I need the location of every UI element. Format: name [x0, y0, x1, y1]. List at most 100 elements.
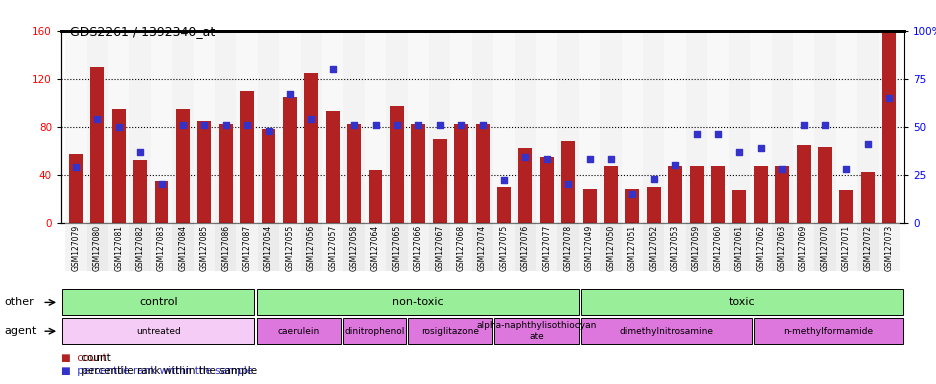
Point [453, 122, 468, 128]
Text: GSM127064: GSM127064 [371, 225, 380, 271]
Text: ■  count: ■ count [61, 353, 107, 363]
Text: GSM127086: GSM127086 [221, 225, 230, 271]
Bar [151, 223, 172, 271]
Text: GSM127067: GSM127067 [435, 225, 444, 271]
Text: GSM127055: GSM127055 [285, 225, 294, 271]
Bar [792, 223, 813, 271]
Text: GSM127069: GSM127069 [798, 225, 807, 271]
Bar [364, 223, 386, 271]
Text: GSM127056: GSM127056 [306, 225, 315, 271]
Text: ■  percentile rank within the sample: ■ percentile rank within the sample [61, 366, 253, 376]
Point [518, 154, 533, 161]
Text: rosiglitazone: rosiglitazone [420, 327, 478, 336]
Bar [261, 129, 275, 223]
Text: agent: agent [5, 326, 37, 336]
Bar [646, 187, 660, 223]
Bar [753, 318, 902, 344]
Point [859, 141, 874, 147]
Text: GSM127053: GSM127053 [670, 225, 679, 271]
Bar [176, 109, 190, 223]
Text: GSM127068: GSM127068 [456, 225, 465, 271]
Bar [882, 31, 895, 223]
Text: GSM127083: GSM127083 [157, 225, 166, 271]
Text: GSM127087: GSM127087 [242, 225, 252, 271]
Bar [685, 31, 707, 223]
Bar [770, 223, 792, 271]
Text: GSM127060: GSM127060 [712, 225, 722, 271]
Text: non-toxic: non-toxic [391, 297, 443, 308]
Bar [450, 223, 472, 271]
Text: GSM127052: GSM127052 [649, 225, 658, 271]
Bar [685, 223, 707, 271]
Bar [518, 148, 532, 223]
Bar [835, 223, 856, 271]
Bar [753, 166, 767, 223]
Text: dinitrophenol: dinitrophenol [344, 327, 404, 336]
Point [624, 191, 639, 197]
Bar [492, 31, 514, 223]
Text: percentile rank within the sample: percentile rank within the sample [78, 366, 256, 376]
Text: GSM127051: GSM127051 [627, 225, 636, 271]
Point [175, 122, 190, 128]
Bar [389, 106, 403, 223]
Point [646, 175, 661, 182]
Text: GSM127057: GSM127057 [328, 225, 337, 271]
Bar [304, 73, 318, 223]
Text: GSM127066: GSM127066 [414, 225, 422, 271]
Point [475, 122, 490, 128]
Bar [600, 223, 621, 271]
Bar [108, 223, 129, 271]
Bar [535, 223, 557, 271]
Bar [151, 31, 172, 223]
Text: GSM127074: GSM127074 [477, 225, 487, 271]
Point [709, 131, 724, 137]
Bar [236, 31, 257, 223]
Bar [667, 166, 681, 223]
Text: caerulein: caerulein [277, 327, 319, 336]
Text: control: control [139, 297, 177, 308]
Bar [429, 31, 450, 223]
Bar [429, 223, 450, 271]
Bar [707, 223, 728, 271]
Bar [256, 290, 578, 315]
Bar [86, 31, 108, 223]
Bar [450, 31, 472, 223]
Text: GSM127059: GSM127059 [692, 225, 700, 271]
Bar [472, 31, 492, 223]
Bar [133, 161, 147, 223]
Text: GSM127050: GSM127050 [606, 225, 615, 271]
Point [560, 181, 575, 187]
Bar [66, 223, 86, 271]
Point [197, 122, 212, 128]
Bar [386, 223, 407, 271]
Bar [214, 31, 236, 223]
Bar [856, 31, 878, 223]
Text: GSM127085: GSM127085 [199, 225, 209, 271]
Text: GSM127049: GSM127049 [584, 225, 593, 271]
Bar [66, 31, 86, 223]
Point [282, 91, 297, 97]
Bar [770, 31, 792, 223]
Bar [561, 141, 575, 223]
Text: GSM127061: GSM127061 [734, 225, 743, 271]
Text: count: count [78, 353, 110, 363]
Point [774, 166, 789, 172]
Bar [664, 223, 685, 271]
Bar [62, 318, 255, 344]
Point [218, 122, 233, 128]
Text: GSM127054: GSM127054 [264, 225, 272, 271]
Point [731, 149, 746, 155]
Text: GSM127063: GSM127063 [777, 225, 786, 271]
Bar [300, 223, 322, 271]
Text: alpha-naphthylisothiocyan
ate: alpha-naphthylisothiocyan ate [475, 321, 596, 341]
Bar [326, 111, 340, 223]
Bar [472, 223, 492, 271]
Point [816, 122, 831, 128]
Text: GSM127065: GSM127065 [392, 225, 401, 271]
Bar [580, 318, 751, 344]
Bar [344, 223, 364, 271]
Bar [214, 223, 236, 271]
Bar [774, 166, 788, 223]
Bar [878, 223, 899, 271]
Point [753, 145, 768, 151]
